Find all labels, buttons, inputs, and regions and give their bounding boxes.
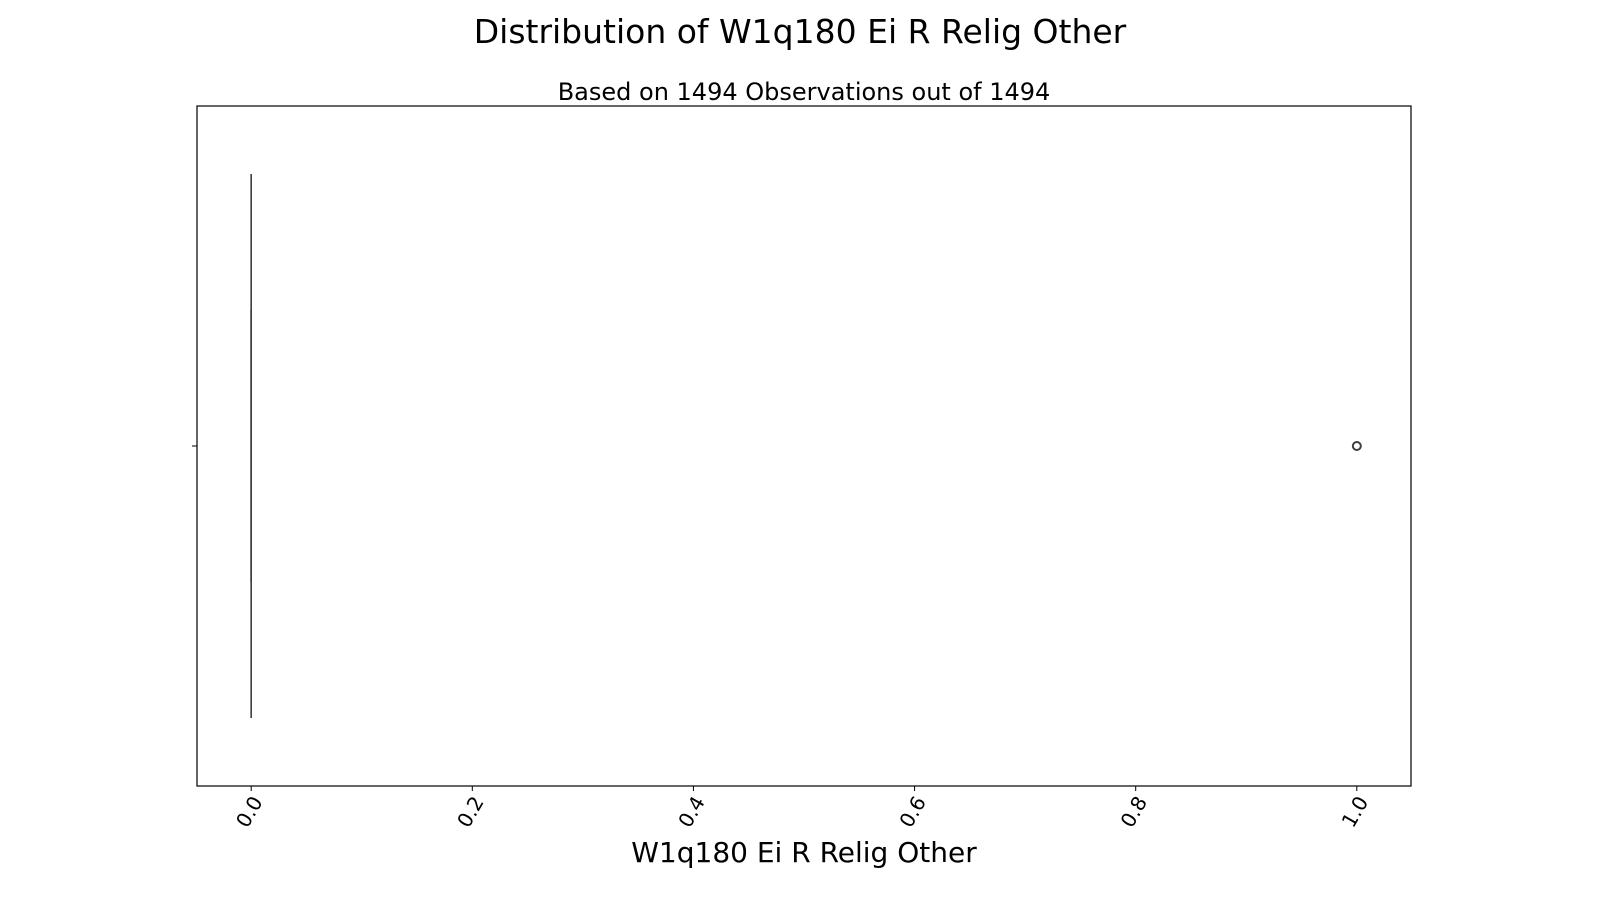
x-tick-label: 0.8 [1115,792,1152,832]
x-axis-label: W1q180 Ei R Relig Other [631,836,977,869]
x-axis-ticks: 0.0 0.2 0.4 0.6 0.8 1.0 [231,786,1373,832]
plot-area-frame [196,105,1412,787]
outlier-point [1351,441,1362,451]
x-tick-label: 1.0 [1337,792,1374,832]
x-tick-label: 0.6 [894,792,931,832]
outlier-points [1351,441,1362,451]
x-tick-label: 0.2 [452,792,489,832]
x-tick-label: 0.4 [673,792,710,832]
chart-title: Distribution of W1q180 Ei R Relig Other [473,12,1127,51]
x-tick-label: 0.0 [231,792,268,832]
chart-subtitle: Based on 1494 Observations out of 1494 [558,78,1051,106]
